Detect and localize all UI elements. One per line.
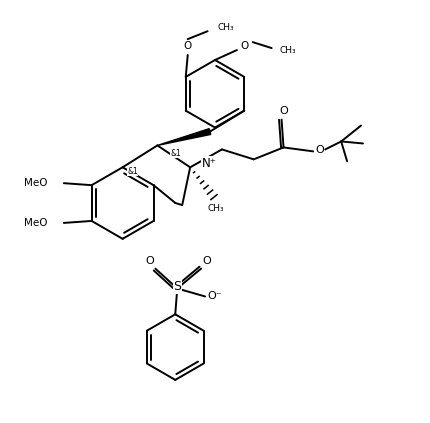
Text: O: O [279,106,288,115]
Text: MeO: MeO [25,178,48,188]
Text: O: O [203,255,212,266]
Text: CH₃: CH₃ [208,204,224,213]
Text: CH₃: CH₃ [218,23,234,32]
Text: O: O [184,41,192,51]
Text: CH₃: CH₃ [280,46,296,55]
Text: O: O [145,255,154,266]
Text: O⁻: O⁻ [208,291,222,302]
Text: MeO: MeO [25,218,48,228]
Text: &1: &1 [171,149,181,158]
Text: O: O [241,41,249,51]
Polygon shape [157,129,211,146]
Text: O: O [315,146,324,155]
Text: N⁺: N⁺ [202,157,217,170]
Text: &1: &1 [127,167,138,176]
Text: S: S [173,280,181,293]
